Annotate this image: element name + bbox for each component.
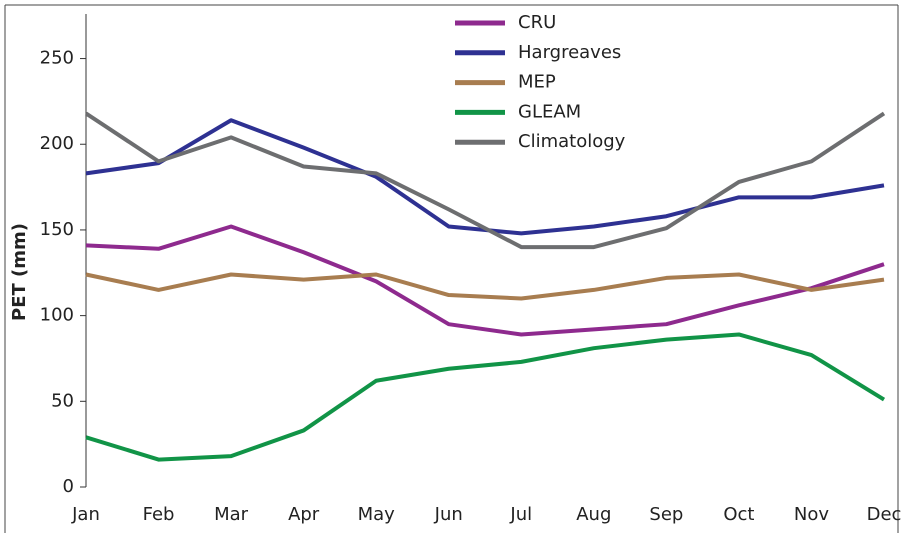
x-tick-label: Nov	[794, 504, 829, 525]
series-line	[85, 332, 886, 462]
legend-label: Climatology	[518, 131, 626, 152]
x-tick-label: May	[358, 504, 396, 525]
x-tick-label: Mar	[214, 504, 249, 525]
x-tick-label: Oct	[723, 504, 754, 525]
y-tick-label: 250	[40, 48, 74, 69]
y-tick-label: 200	[40, 133, 74, 154]
legend-label: CRU	[518, 12, 556, 33]
y-tick-label: 0	[63, 476, 74, 497]
legend-label: Hargreaves	[518, 42, 621, 63]
x-tick-label: Sep	[649, 504, 683, 525]
y-tick-label: 100	[40, 305, 74, 326]
x-tick-label: Dec	[867, 504, 902, 525]
x-tick-label: Apr	[288, 504, 320, 525]
series-line	[84, 111, 886, 250]
x-tick-label: Jun	[434, 504, 463, 525]
legend-label: GLEAM	[518, 101, 581, 122]
x-tick-label: Jul	[509, 504, 532, 525]
x-tick-label: Feb	[143, 504, 175, 525]
series-line	[85, 224, 885, 337]
y-tick-label: 150	[40, 219, 74, 240]
series-line	[85, 272, 885, 301]
y-axis-label: PET (mm)	[9, 223, 30, 321]
x-tick-label: Jan	[71, 504, 100, 525]
legend-label: MEP	[518, 72, 556, 93]
y-tick-label: 50	[51, 390, 74, 411]
x-tick-label: Aug	[576, 504, 611, 525]
